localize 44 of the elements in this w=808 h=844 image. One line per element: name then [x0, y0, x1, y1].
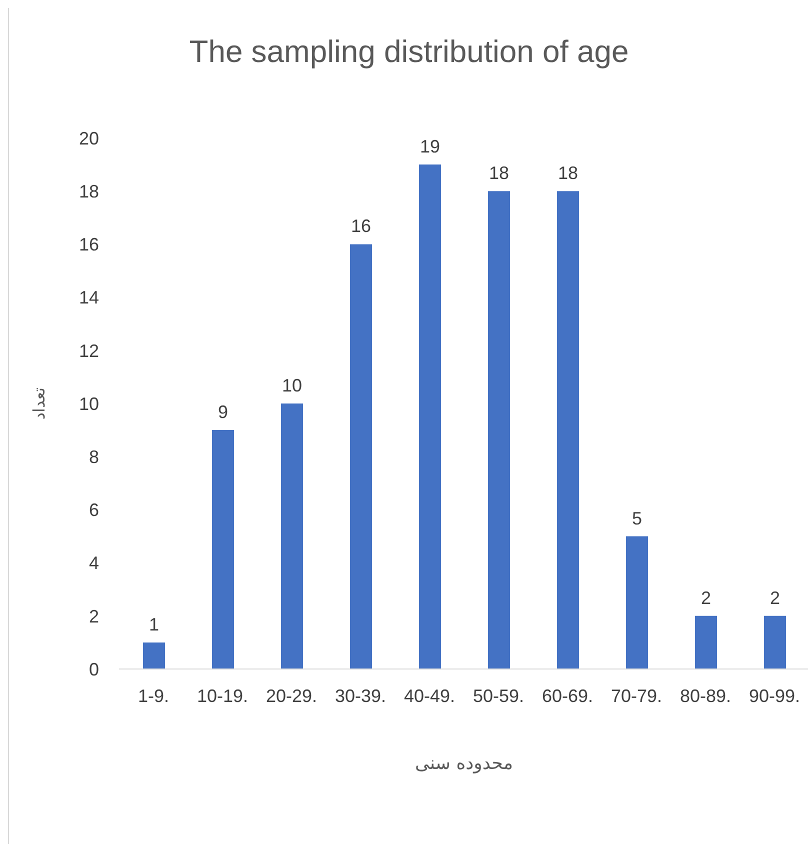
x-tick-label: 20-29.	[266, 686, 318, 706]
data-label: 2	[700, 588, 712, 608]
y-tick-label: 12	[78, 340, 99, 361]
bar	[212, 430, 234, 669]
y-tick-label: 14	[78, 288, 99, 308]
x-tick-label: 40-49.	[404, 686, 456, 706]
bar	[281, 404, 303, 669]
y-tick-label: 16	[78, 234, 99, 255]
data-label: 1	[148, 614, 160, 634]
y-tick-label: 20	[78, 128, 99, 148]
y-tick-label: 18	[78, 181, 99, 202]
y-tick-label: 10	[78, 394, 99, 414]
bar	[626, 536, 648, 669]
x-tick-label: 1-9.	[138, 686, 170, 706]
bar	[419, 164, 441, 669]
x-tick-label: 30-39.	[334, 686, 386, 706]
x-tick-label: 70-79.	[610, 686, 662, 706]
data-label: 9	[218, 402, 228, 422]
y-tick-label: 0	[88, 659, 99, 680]
y-tick-label: 2	[88, 606, 99, 626]
bar	[488, 191, 510, 669]
bar	[695, 616, 717, 669]
data-label: 18	[558, 163, 578, 184]
data-label: 5	[632, 508, 642, 528]
x-axis-title: محدوده سنی	[414, 753, 514, 774]
data-label: 2	[770, 588, 780, 608]
y-tick-label: 4	[88, 553, 99, 574]
bar	[143, 642, 165, 669]
y-tick-label: 8	[88, 446, 99, 467]
y-axis-title: تعداد	[30, 387, 49, 420]
data-label: 19	[420, 136, 440, 157]
data-label: 16	[350, 216, 372, 236]
x-tick-label: 90-99.	[748, 686, 800, 706]
bar	[764, 616, 786, 669]
x-tick-label: 80-89.	[680, 686, 732, 706]
data-label: 18	[488, 163, 510, 184]
data-label: 10	[282, 376, 302, 396]
y-tick-label: 6	[88, 500, 99, 520]
bar	[557, 191, 579, 669]
x-tick-label: 60-69.	[542, 686, 594, 706]
chart-title: The sampling distribution of age	[188, 34, 630, 70]
x-tick-label: 50-59.	[472, 686, 524, 706]
x-tick-label: 10-19.	[196, 686, 248, 706]
bar	[350, 244, 372, 669]
